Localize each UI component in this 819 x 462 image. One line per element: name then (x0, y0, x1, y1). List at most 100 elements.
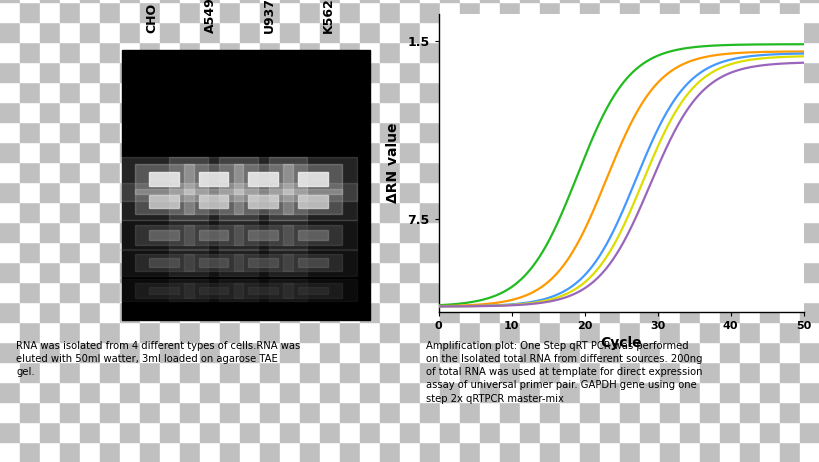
Bar (160, 22, 180, 42)
Bar (459, 222, 479, 242)
Bar (619, 422, 639, 442)
Bar (400, 62, 419, 82)
Bar (279, 22, 300, 42)
Bar (479, 322, 500, 342)
Bar (140, 302, 160, 322)
Bar (60, 42, 80, 62)
Bar (419, 42, 440, 62)
Bar (219, 183, 307, 220)
Bar (340, 402, 360, 422)
Bar (300, 242, 319, 262)
Bar (600, 402, 619, 422)
Bar (80, 322, 100, 342)
Bar (219, 242, 240, 262)
Bar (600, 262, 619, 282)
Bar (20, 102, 40, 122)
Bar (699, 382, 719, 402)
Bar (739, 282, 759, 302)
Bar (500, 2, 519, 22)
Bar (639, 282, 659, 302)
Bar (419, 142, 440, 162)
Bar (419, 0, 440, 2)
Bar (679, 322, 699, 342)
Bar (459, 82, 479, 102)
Bar (260, 42, 279, 62)
Bar (659, 62, 679, 82)
Bar (799, 162, 819, 182)
Bar (180, 182, 200, 202)
Bar (279, 322, 300, 342)
Bar (699, 102, 719, 122)
Bar (160, 262, 180, 282)
Bar (579, 122, 600, 142)
Bar (279, 422, 300, 442)
Bar (340, 202, 360, 222)
Bar (149, 258, 179, 267)
Bar (400, 162, 419, 182)
Bar (180, 262, 200, 282)
Bar (779, 162, 799, 182)
Bar (200, 322, 219, 342)
Bar (679, 402, 699, 422)
Bar (739, 342, 759, 362)
Bar (479, 442, 500, 462)
Bar (500, 142, 519, 162)
Bar (319, 122, 340, 142)
Bar (699, 22, 719, 42)
Bar (540, 2, 559, 22)
Bar (699, 362, 719, 382)
Bar (659, 302, 679, 322)
Bar (459, 102, 479, 122)
Bar (219, 219, 307, 250)
Bar (240, 2, 260, 22)
Bar (379, 242, 400, 262)
Bar (459, 122, 479, 142)
Bar (559, 262, 579, 282)
Bar (579, 262, 600, 282)
Bar (100, 362, 120, 382)
Bar (0, 22, 20, 42)
Bar (519, 122, 540, 142)
Bar (719, 282, 739, 302)
Bar (279, 342, 300, 362)
Bar (440, 122, 459, 142)
Bar (659, 342, 679, 362)
Bar (500, 422, 519, 442)
Bar (180, 222, 200, 242)
Bar (479, 122, 500, 142)
Bar (360, 362, 379, 382)
Bar (279, 402, 300, 422)
Bar (719, 102, 739, 122)
Bar (559, 222, 579, 242)
Bar (0, 342, 20, 362)
Bar (619, 242, 639, 262)
Bar (579, 342, 600, 362)
Bar (600, 2, 619, 22)
Bar (100, 22, 120, 42)
Bar (300, 222, 319, 242)
Bar (219, 402, 240, 422)
Bar (180, 202, 200, 222)
Bar (100, 442, 120, 462)
Bar (540, 222, 559, 242)
Bar (140, 382, 160, 402)
Bar (200, 42, 219, 62)
Bar (579, 62, 600, 82)
Bar (400, 322, 419, 342)
Bar (340, 442, 360, 462)
Bar (200, 262, 219, 282)
Bar (540, 182, 559, 202)
Bar (40, 2, 60, 22)
Bar (279, 0, 300, 2)
Bar (379, 2, 400, 22)
Bar (799, 382, 819, 402)
Bar (360, 202, 379, 222)
Bar (500, 242, 519, 262)
Bar (559, 62, 579, 82)
Bar (579, 402, 600, 422)
Bar (679, 382, 699, 402)
Bar (739, 62, 759, 82)
Bar (479, 242, 500, 262)
Bar (759, 362, 779, 382)
Bar (260, 302, 279, 322)
